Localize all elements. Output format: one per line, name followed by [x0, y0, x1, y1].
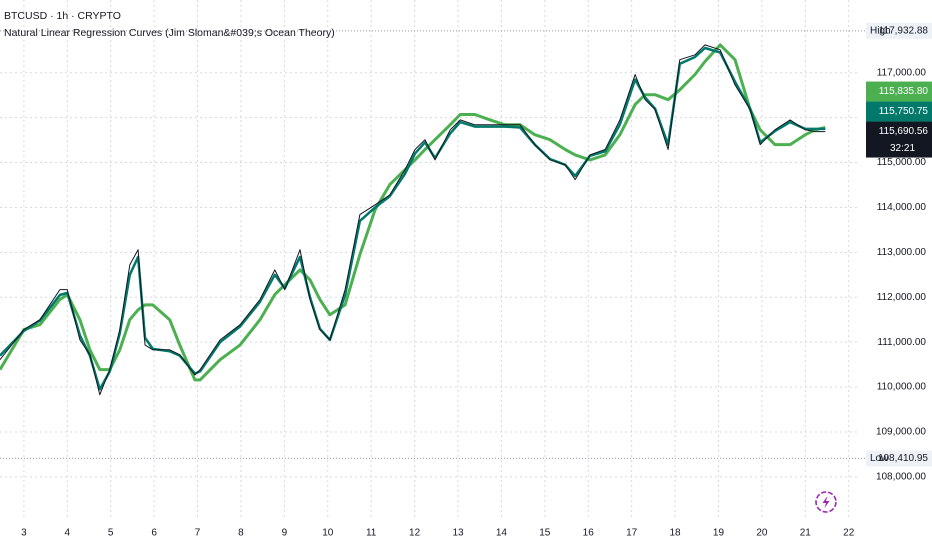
symbol: BTCUSD · 1h · CRYPTO: [4, 10, 121, 22]
y-tick-label: 113,000.00: [877, 247, 927, 258]
series-line: [0, 44, 826, 396]
x-tick-label: 11: [366, 528, 377, 539]
x-tick-label: 5: [108, 528, 114, 539]
high-value: 117,932.88: [879, 25, 929, 36]
y-tick-label: 114,000.00: [877, 202, 927, 213]
series-line: [0, 46, 826, 391]
low-label: Low: [870, 453, 889, 464]
x-tick-label: 13: [452, 528, 464, 539]
y-tick-label: 108,000.00: [876, 472, 926, 483]
x-tick-label: 20: [756, 528, 768, 539]
x-tick-label: 21: [800, 528, 812, 539]
low-tag: [866, 450, 932, 467]
y-tick-label: 111,000.00: [877, 337, 926, 348]
x-tick-label: 4: [65, 528, 71, 539]
plot: [0, 43, 826, 396]
x-tick-label: 15: [539, 528, 551, 539]
countdown: 32:21: [890, 143, 915, 154]
lightning-icon[interactable]: [815, 491, 837, 513]
x-tick-label: 12: [409, 528, 421, 539]
x-tick-label: 18: [670, 528, 682, 539]
x-tick-label: 8: [238, 528, 244, 539]
x-tick-label: 22: [843, 528, 855, 539]
y-tick-label: 112,000.00: [877, 292, 927, 303]
y-tick-label: 109,000.00: [876, 427, 926, 438]
last-value-tag: [866, 121, 932, 158]
x-tick-label: 14: [496, 528, 508, 539]
y-tick-label: 117,000.00: [877, 67, 927, 78]
high-tag: [866, 22, 932, 39]
indicator-title: Natural Linear Regression Curves (Jim Sl…: [4, 27, 335, 39]
last-value-tag: [866, 101, 932, 122]
x-tick-label: 6: [151, 528, 157, 539]
y-tick-label: 110,000.00: [877, 382, 927, 393]
icon-ring: [815, 491, 837, 513]
last-value-label: 115,835.80: [879, 86, 929, 97]
x-tick-label: 9: [282, 528, 288, 539]
x-tick-label: 3: [21, 528, 27, 539]
last-value-label: 115,750.75: [879, 106, 929, 117]
x-tick-label: 19: [713, 528, 725, 539]
icon-bolt: [822, 496, 830, 508]
last-value-tag: [866, 81, 932, 102]
x-tick-label: 10: [322, 528, 334, 539]
x-tick-label: 7: [195, 528, 201, 539]
x-tick-label: 17: [626, 528, 638, 539]
axis: 3 4 5 6 7 8 9 10 11 12 13 14 15 16 17 18 19 20 21 22 108,000…: [21, 22, 932, 539]
last-value-label: 115,690.56: [879, 126, 929, 137]
high-label: High: [870, 25, 891, 36]
y-tick-label: 115,000.00: [877, 157, 927, 168]
x-tick-label: 16: [583, 528, 595, 539]
low-value: 108,410.95: [878, 453, 928, 464]
